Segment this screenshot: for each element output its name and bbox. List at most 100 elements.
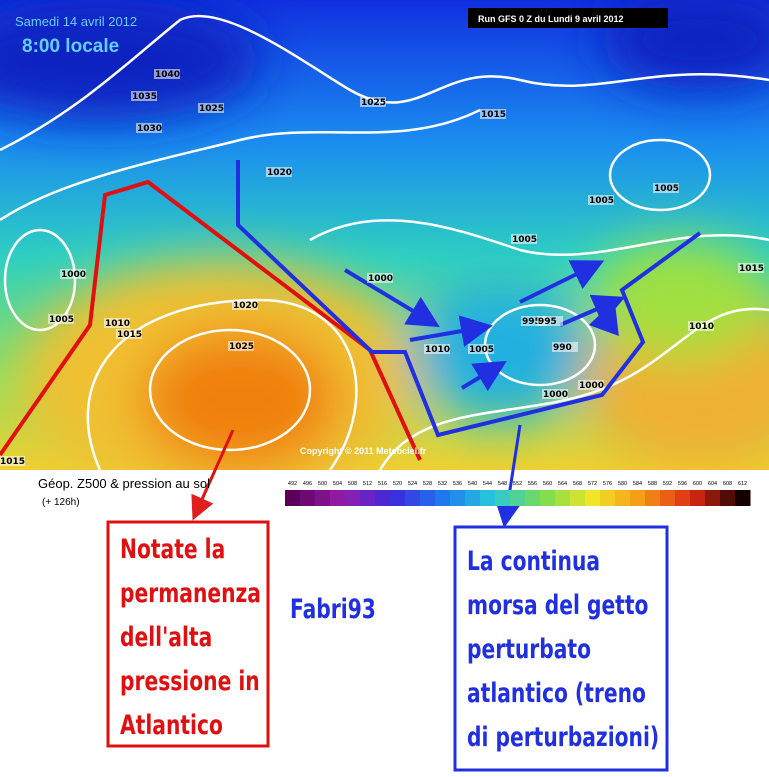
annotation-line: dell'alta xyxy=(120,621,212,653)
time: 8:00 locale xyxy=(22,36,119,57)
scale-swatch xyxy=(315,490,331,506)
scale-label: 564 xyxy=(558,481,567,487)
annotation-line: Atlantico xyxy=(120,709,223,741)
isobar-label-bg xyxy=(360,97,386,107)
isobar-label: 1005 xyxy=(49,315,74,325)
scale-label: 572 xyxy=(588,481,597,487)
scale-swatch xyxy=(690,490,706,506)
scale-swatch xyxy=(660,490,676,506)
isobar-label-bg xyxy=(131,91,157,101)
run: Run GFS 0 Z du Lundi 9 avril 2012 xyxy=(478,14,624,24)
isobar-label: 1040 xyxy=(155,70,180,80)
annotation-line: permanenza xyxy=(120,577,261,609)
author: Fabri93 xyxy=(290,593,376,625)
scale-label: 600 xyxy=(693,481,702,487)
scale-swatch xyxy=(705,490,721,506)
scale-swatch xyxy=(390,490,406,506)
isobar-label: 1005 xyxy=(654,184,679,194)
isobar-label-bg xyxy=(0,456,25,466)
isobar-label: 1000 xyxy=(579,381,604,391)
isobar-label: 990 xyxy=(553,343,572,353)
annotation-line: atlantico (treno xyxy=(467,677,646,709)
legend-title: Géop. Z500 & pression au sol xyxy=(38,476,210,491)
scale-label: 604 xyxy=(708,481,717,487)
isobar-label: 1000 xyxy=(61,270,86,280)
scale-label: 540 xyxy=(468,481,477,487)
scale-label: 524 xyxy=(408,481,417,487)
scale-label: 556 xyxy=(528,481,537,487)
legend-subtitle: (+ 126h) xyxy=(42,497,80,508)
isobar-label: 1015 xyxy=(117,330,142,340)
isobar-label-bg xyxy=(60,269,86,279)
annotation-line: Notate la xyxy=(120,533,225,565)
scale-swatch xyxy=(360,490,376,506)
isobar-label: 1030 xyxy=(137,124,162,134)
scale-label: 500 xyxy=(318,481,327,487)
scale-swatch xyxy=(630,490,646,506)
scale-label: 560 xyxy=(543,481,552,487)
scale-label: 580 xyxy=(618,481,627,487)
blue-box xyxy=(453,525,669,772)
scale-label: 584 xyxy=(633,481,642,487)
scale-label: 532 xyxy=(438,481,447,487)
isobar-label-bg xyxy=(266,167,292,177)
isobar-label: 1005 xyxy=(469,345,494,355)
scale-swatch xyxy=(435,490,451,506)
scale-swatch xyxy=(330,490,346,506)
isobar-label: 1020 xyxy=(267,168,292,178)
scale-swatch xyxy=(465,490,481,506)
scale-label: 536 xyxy=(453,481,462,487)
scale-label: 528 xyxy=(423,481,432,487)
isobar-label-bg xyxy=(542,389,568,399)
scale-swatch xyxy=(615,490,631,506)
scale-label: 588 xyxy=(648,481,657,487)
scale-swatch xyxy=(525,490,541,506)
isobar-label: 1010 xyxy=(425,345,450,355)
annotation-line: di perturbazioni) xyxy=(467,721,659,753)
isobar-label-bg xyxy=(511,234,537,244)
scale-label: 568 xyxy=(573,481,582,487)
isobar-label-bg xyxy=(688,321,714,331)
annotation-line: pressione in xyxy=(120,665,260,697)
scale-swatch xyxy=(375,490,391,506)
isobar-label-bg xyxy=(154,69,180,79)
isobar-label-bg xyxy=(424,344,450,354)
isobar-label: 1015 xyxy=(0,457,25,467)
isobar-label: 1035 xyxy=(132,92,157,102)
scale-label: 508 xyxy=(348,481,357,487)
annotation-line: La continua xyxy=(467,545,600,577)
isobar-label-bg xyxy=(588,195,614,205)
scale-swatch xyxy=(285,490,301,506)
scale-swatch xyxy=(495,490,511,506)
scale-swatch xyxy=(300,490,316,506)
isobar-label: 1020 xyxy=(233,301,258,311)
scale-label: 592 xyxy=(663,481,672,487)
isobar-label: 995 xyxy=(522,317,541,327)
scale-label: 608 xyxy=(723,481,732,487)
isobar-label-bg xyxy=(367,273,393,283)
annotation-line: morsa del getto xyxy=(467,589,648,621)
scale-swatch xyxy=(585,490,601,506)
scale-swatch xyxy=(720,490,736,506)
scale-swatch xyxy=(420,490,436,506)
scale-label: 520 xyxy=(393,481,402,487)
scale-label: 516 xyxy=(378,481,387,487)
map xyxy=(0,0,769,470)
isobar-label-bg xyxy=(552,342,578,352)
isobar-label-bg xyxy=(136,123,162,133)
isobar-label-bg xyxy=(104,318,130,328)
scale-swatch xyxy=(735,490,751,506)
scale-swatch xyxy=(555,490,571,506)
isobar-label: 1015 xyxy=(739,264,764,274)
scale-swatch xyxy=(570,490,586,506)
isobar-label: 1025 xyxy=(361,98,386,108)
scale-label: 576 xyxy=(603,481,612,487)
isobar-label-bg xyxy=(653,183,679,193)
date: Samedi 14 avril 2012 xyxy=(15,14,137,29)
isobar-label: 1005 xyxy=(512,235,537,245)
scale-swatch xyxy=(510,490,526,506)
scale-swatch xyxy=(405,490,421,506)
scale-label: 496 xyxy=(303,481,312,487)
scale-label: 596 xyxy=(678,481,687,487)
scale-label: 612 xyxy=(738,481,747,487)
